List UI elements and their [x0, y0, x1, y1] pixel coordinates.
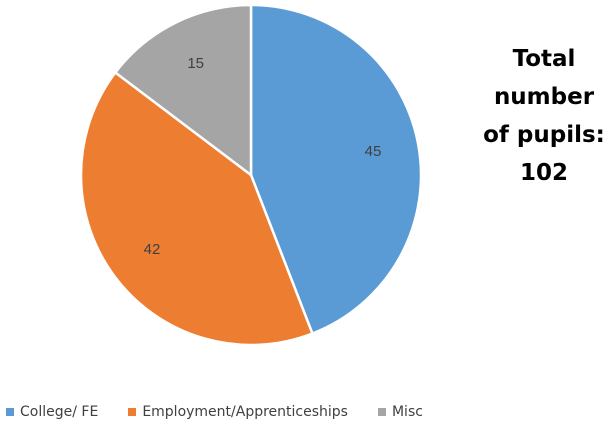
pie-data-labels: 45 42 15	[144, 55, 382, 258]
pie-slice-misc	[114, 3, 253, 177]
legend-swatch-college-fe	[6, 408, 14, 416]
data-label-employment-apprenticeships: 42	[144, 241, 161, 258]
data-label-college-fe: 45	[365, 143, 382, 160]
legend-label-college-fe: College/ FE	[20, 404, 99, 420]
annotation-line-1: Total	[512, 46, 576, 72]
legend-label-employment-apprenticeships: Employment/Apprenticeships	[142, 404, 348, 420]
data-label-misc: 15	[187, 55, 204, 72]
legend-item-misc: Misc	[377, 404, 423, 420]
pie-chart: 45 42 15	[79, 3, 423, 347]
pie-slice-employment-apprenticeships	[79, 71, 314, 347]
legend-label-misc: Misc	[391, 404, 423, 420]
legend-swatch-misc	[377, 408, 386, 416]
legend-item-employment-apprenticeships: Employment/Apprenticeships	[128, 404, 348, 420]
legend-item-college-fe: College/ FE	[6, 404, 98, 420]
annotation-line-4: 102	[519, 160, 568, 186]
chart-legend: College/ FE Employment/Apprenticeships M…	[6, 402, 453, 422]
pie-slice-college-fe	[249, 3, 423, 335]
annotation-line-3: of pupils:	[483, 122, 605, 148]
total-pupils-annotation: Total number of pupils: 102	[478, 40, 610, 192]
annotation-line-2: number	[493, 84, 595, 110]
pie-slices	[79, 3, 423, 347]
legend-swatch-employment-apprenticeships	[128, 408, 137, 416]
